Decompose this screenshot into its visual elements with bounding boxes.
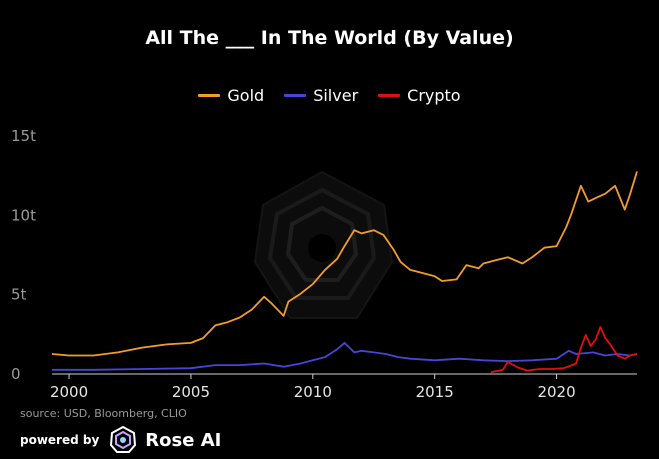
x-tick-label: 2015 xyxy=(416,383,454,401)
series-line-gold xyxy=(51,171,638,357)
x-tick-label: 2020 xyxy=(537,383,575,401)
legend-swatch xyxy=(378,94,401,97)
axes: 2000 2005 2010 2015 2020 0 5t 10t 15t xyxy=(11,127,637,401)
x-tick-label: 2005 xyxy=(172,383,210,401)
brand-name: Rose AI xyxy=(145,429,222,451)
series-line-silver xyxy=(52,342,638,371)
y-tick-label: 0 xyxy=(11,365,21,383)
rose-ai-logo-icon xyxy=(110,426,137,453)
chart-title: All The ___ In The World (By Value) xyxy=(145,27,514,49)
legend-item-gold[interactable]: Gold xyxy=(198,86,264,105)
legend-item-crypto[interactable]: Crypto xyxy=(378,86,461,105)
powered-by-branding[interactable]: powered by Rose AI xyxy=(20,424,221,456)
y-tick-label: 5t xyxy=(11,286,27,304)
series-line-crypto xyxy=(490,326,638,374)
x-tick-label: 2000 xyxy=(50,383,88,401)
powered-by-label: powered by xyxy=(20,433,100,447)
legend-label: Crypto xyxy=(407,86,461,105)
legend-item-silver[interactable]: Silver xyxy=(284,86,358,105)
y-tick-label: 10t xyxy=(11,206,36,224)
legend: Gold Silver Crypto xyxy=(0,86,659,105)
source-note: source: USD, Bloomberg, CLIO xyxy=(20,407,187,420)
y-tick-label: 15t xyxy=(11,127,36,145)
plot-lines xyxy=(51,171,638,374)
legend-label: Silver xyxy=(313,86,359,105)
legend-swatch xyxy=(284,94,307,97)
legend-label: Gold xyxy=(227,86,265,105)
x-tick-label: 2010 xyxy=(294,383,332,401)
rose-ai-watermark-icon xyxy=(253,170,394,319)
legend-swatch xyxy=(198,94,221,97)
